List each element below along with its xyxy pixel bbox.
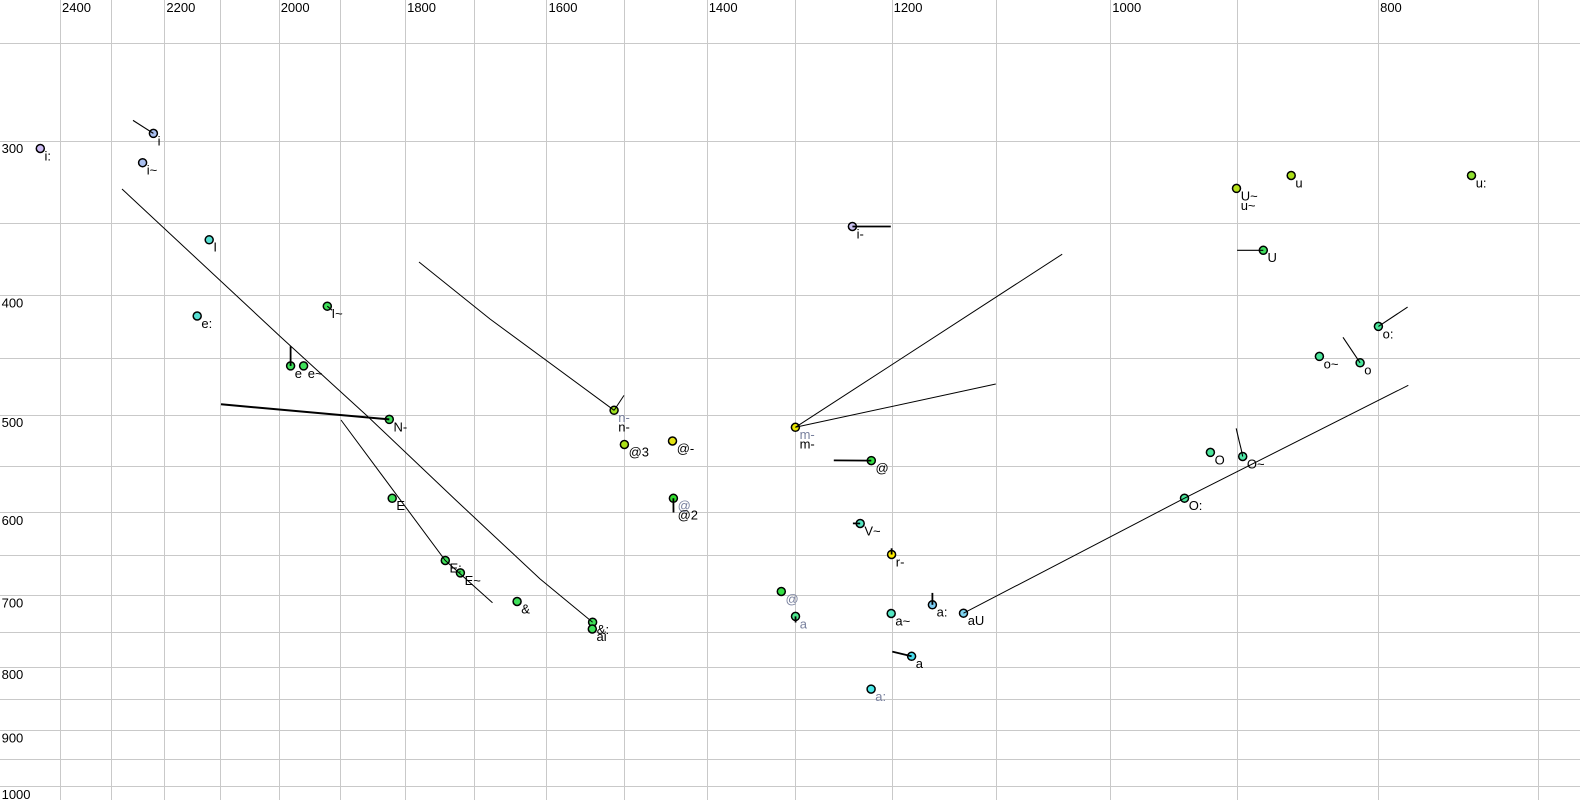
svg-text:300: 300 — [2, 141, 24, 156]
svg-text:a: a — [916, 656, 924, 671]
svg-text:u~: u~ — [1241, 198, 1256, 213]
svg-text:a~: a~ — [895, 613, 910, 628]
svg-text:i:: i: — [45, 148, 52, 163]
svg-text:@: @ — [876, 461, 889, 476]
svg-text:900: 900 — [2, 730, 24, 745]
svg-text:2000: 2000 — [281, 0, 310, 15]
svg-text:@3: @3 — [629, 444, 649, 459]
svg-text:1800: 1800 — [407, 0, 436, 15]
svg-text:&:: &: — [597, 622, 609, 637]
svg-text:o~: o~ — [1324, 356, 1339, 371]
svg-text:n-: n- — [618, 420, 630, 435]
svg-text:1200: 1200 — [894, 0, 923, 15]
svg-text:I: I — [213, 240, 217, 255]
svg-text:@2: @2 — [678, 508, 698, 523]
svg-text:2400: 2400 — [62, 0, 91, 15]
svg-text:1600: 1600 — [549, 0, 578, 15]
svg-text:e: e — [295, 366, 302, 381]
svg-text:U: U — [1268, 250, 1277, 265]
svg-text:2200: 2200 — [166, 0, 195, 15]
svg-text:u: u — [1295, 175, 1302, 190]
svg-text:m-: m- — [800, 437, 815, 452]
svg-text:i~: i~ — [147, 163, 158, 178]
svg-text:i: i — [158, 133, 161, 148]
svg-text:U~: U~ — [1241, 188, 1258, 203]
svg-text:aU: aU — [968, 613, 985, 628]
svg-text:a: a — [800, 616, 808, 631]
svg-text:e~: e~ — [308, 366, 323, 381]
svg-text:@: @ — [678, 498, 691, 513]
svg-text:O~: O~ — [1247, 456, 1265, 471]
svg-text:N-: N- — [394, 419, 408, 434]
svg-text:1400: 1400 — [709, 0, 738, 15]
svg-text:a:: a: — [937, 605, 948, 620]
svg-text:@: @ — [786, 591, 799, 606]
svg-text:m-: m- — [800, 427, 815, 442]
svg-text:V~: V~ — [864, 523, 881, 538]
svg-text:&: & — [521, 601, 530, 616]
svg-text:e:: e: — [201, 316, 212, 331]
svg-text:400: 400 — [2, 295, 24, 310]
svg-text:1000: 1000 — [2, 787, 31, 800]
svg-text:O: O — [1215, 452, 1225, 467]
svg-text:700: 700 — [2, 596, 24, 611]
svg-text:n-: n- — [618, 410, 630, 425]
svg-text:@-: @- — [677, 441, 695, 456]
svg-text:ai: ai — [597, 629, 607, 644]
svg-text:o: o — [1364, 363, 1371, 378]
svg-text:o:: o: — [1383, 326, 1394, 341]
svg-text:a:: a: — [875, 689, 886, 704]
svg-text:I~: I~ — [332, 306, 344, 321]
svg-text:i-: i- — [857, 226, 864, 241]
svg-text:800: 800 — [1380, 0, 1402, 15]
svg-text:O:: O: — [1189, 498, 1203, 513]
svg-text:E:: E: — [450, 560, 462, 575]
svg-text:E~: E~ — [465, 573, 482, 588]
svg-text:800: 800 — [2, 667, 24, 682]
svg-text:500: 500 — [2, 415, 24, 430]
svg-text:600: 600 — [2, 513, 24, 528]
svg-text:r-: r- — [896, 554, 905, 569]
svg-text:u:: u: — [1476, 175, 1487, 190]
svg-text:E: E — [396, 498, 405, 513]
svg-text:1000: 1000 — [1112, 0, 1141, 15]
